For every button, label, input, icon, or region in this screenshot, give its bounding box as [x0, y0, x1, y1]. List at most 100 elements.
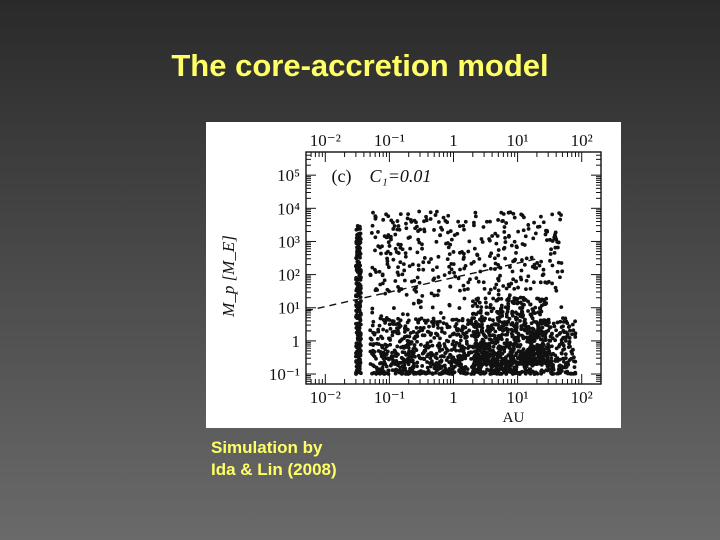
data-point [558, 319, 563, 324]
annotation-label: C₁=0.01 [370, 166, 432, 186]
data-point [396, 316, 400, 321]
data-point [510, 309, 515, 314]
data-point [354, 288, 359, 293]
data-point [497, 265, 502, 270]
data-point [490, 234, 495, 238]
data-point [545, 350, 549, 355]
data-point [554, 346, 559, 351]
data-point [385, 256, 390, 261]
data-point [501, 246, 506, 251]
data-point [463, 365, 467, 370]
data-point [495, 234, 500, 238]
data-point [435, 293, 440, 298]
data-point [546, 367, 551, 372]
data-point [479, 314, 484, 319]
data-point [487, 237, 492, 241]
data-point [510, 313, 515, 318]
data-point [485, 311, 490, 316]
data-point [493, 367, 498, 372]
data-point [513, 339, 518, 344]
data-point [427, 324, 431, 329]
data-point [479, 237, 484, 241]
data-point [355, 309, 360, 314]
data-point [410, 279, 414, 284]
data-point [358, 317, 362, 322]
data-point [532, 262, 537, 267]
data-point [393, 353, 397, 358]
data-point [538, 306, 543, 311]
data-point [516, 285, 520, 290]
data-point [415, 250, 420, 255]
data-point [483, 300, 488, 305]
data-point [531, 236, 536, 241]
data-point [355, 344, 360, 349]
data-point [461, 257, 466, 261]
data-point [404, 292, 409, 297]
data-point [544, 301, 549, 306]
data-point [431, 323, 436, 328]
data-point [414, 371, 419, 376]
data-point [386, 265, 391, 270]
data-point [391, 358, 396, 363]
data-point [358, 333, 363, 338]
data-point [565, 369, 570, 374]
data-point [395, 219, 400, 223]
data-point [466, 249, 471, 254]
data-point [454, 348, 459, 353]
data-point [400, 368, 404, 373]
data-point [497, 345, 502, 350]
caption-line-1: Simulation by [211, 438, 323, 457]
data-point [393, 279, 398, 283]
data-point [572, 365, 577, 370]
data-point [559, 305, 564, 310]
data-point [506, 282, 511, 287]
data-point [425, 329, 430, 334]
data-point [502, 230, 507, 234]
data-point [521, 313, 526, 318]
data-point [532, 338, 537, 343]
data-point [468, 277, 472, 282]
data-point [415, 275, 420, 280]
data-point [438, 233, 443, 238]
data-point [372, 364, 377, 369]
data-point [541, 267, 546, 272]
data-point [496, 322, 500, 327]
data-point [400, 350, 405, 354]
data-point [399, 345, 403, 350]
data-point [355, 354, 360, 359]
data-point [415, 339, 419, 344]
data-point [524, 287, 528, 292]
data-point [544, 296, 549, 301]
data-point [503, 332, 508, 337]
data-point [541, 369, 546, 374]
data-point [493, 352, 498, 357]
data-point [420, 242, 424, 247]
data-point [370, 371, 374, 376]
data-point [496, 288, 501, 293]
data-point [558, 275, 562, 280]
data-point [548, 334, 553, 339]
data-point [386, 368, 391, 373]
data-point [420, 293, 425, 298]
data-point [514, 317, 519, 322]
data-point [475, 367, 480, 372]
data-point [384, 315, 389, 320]
data-point [394, 362, 399, 367]
data-point [400, 272, 405, 277]
data-point [456, 328, 461, 332]
data-point [507, 316, 512, 321]
data-point [414, 220, 418, 225]
data-point [372, 331, 377, 336]
data-point [384, 329, 389, 333]
data-point [554, 328, 559, 333]
data-point [549, 367, 554, 372]
data-point [520, 258, 524, 262]
data-point [447, 264, 452, 269]
data-point [474, 276, 479, 281]
data-point [449, 348, 454, 352]
data-point [527, 368, 532, 372]
data-point [356, 327, 360, 332]
data-point [403, 366, 407, 371]
data-point [439, 225, 443, 230]
y-tick-label: 10⁻¹ [269, 365, 300, 384]
